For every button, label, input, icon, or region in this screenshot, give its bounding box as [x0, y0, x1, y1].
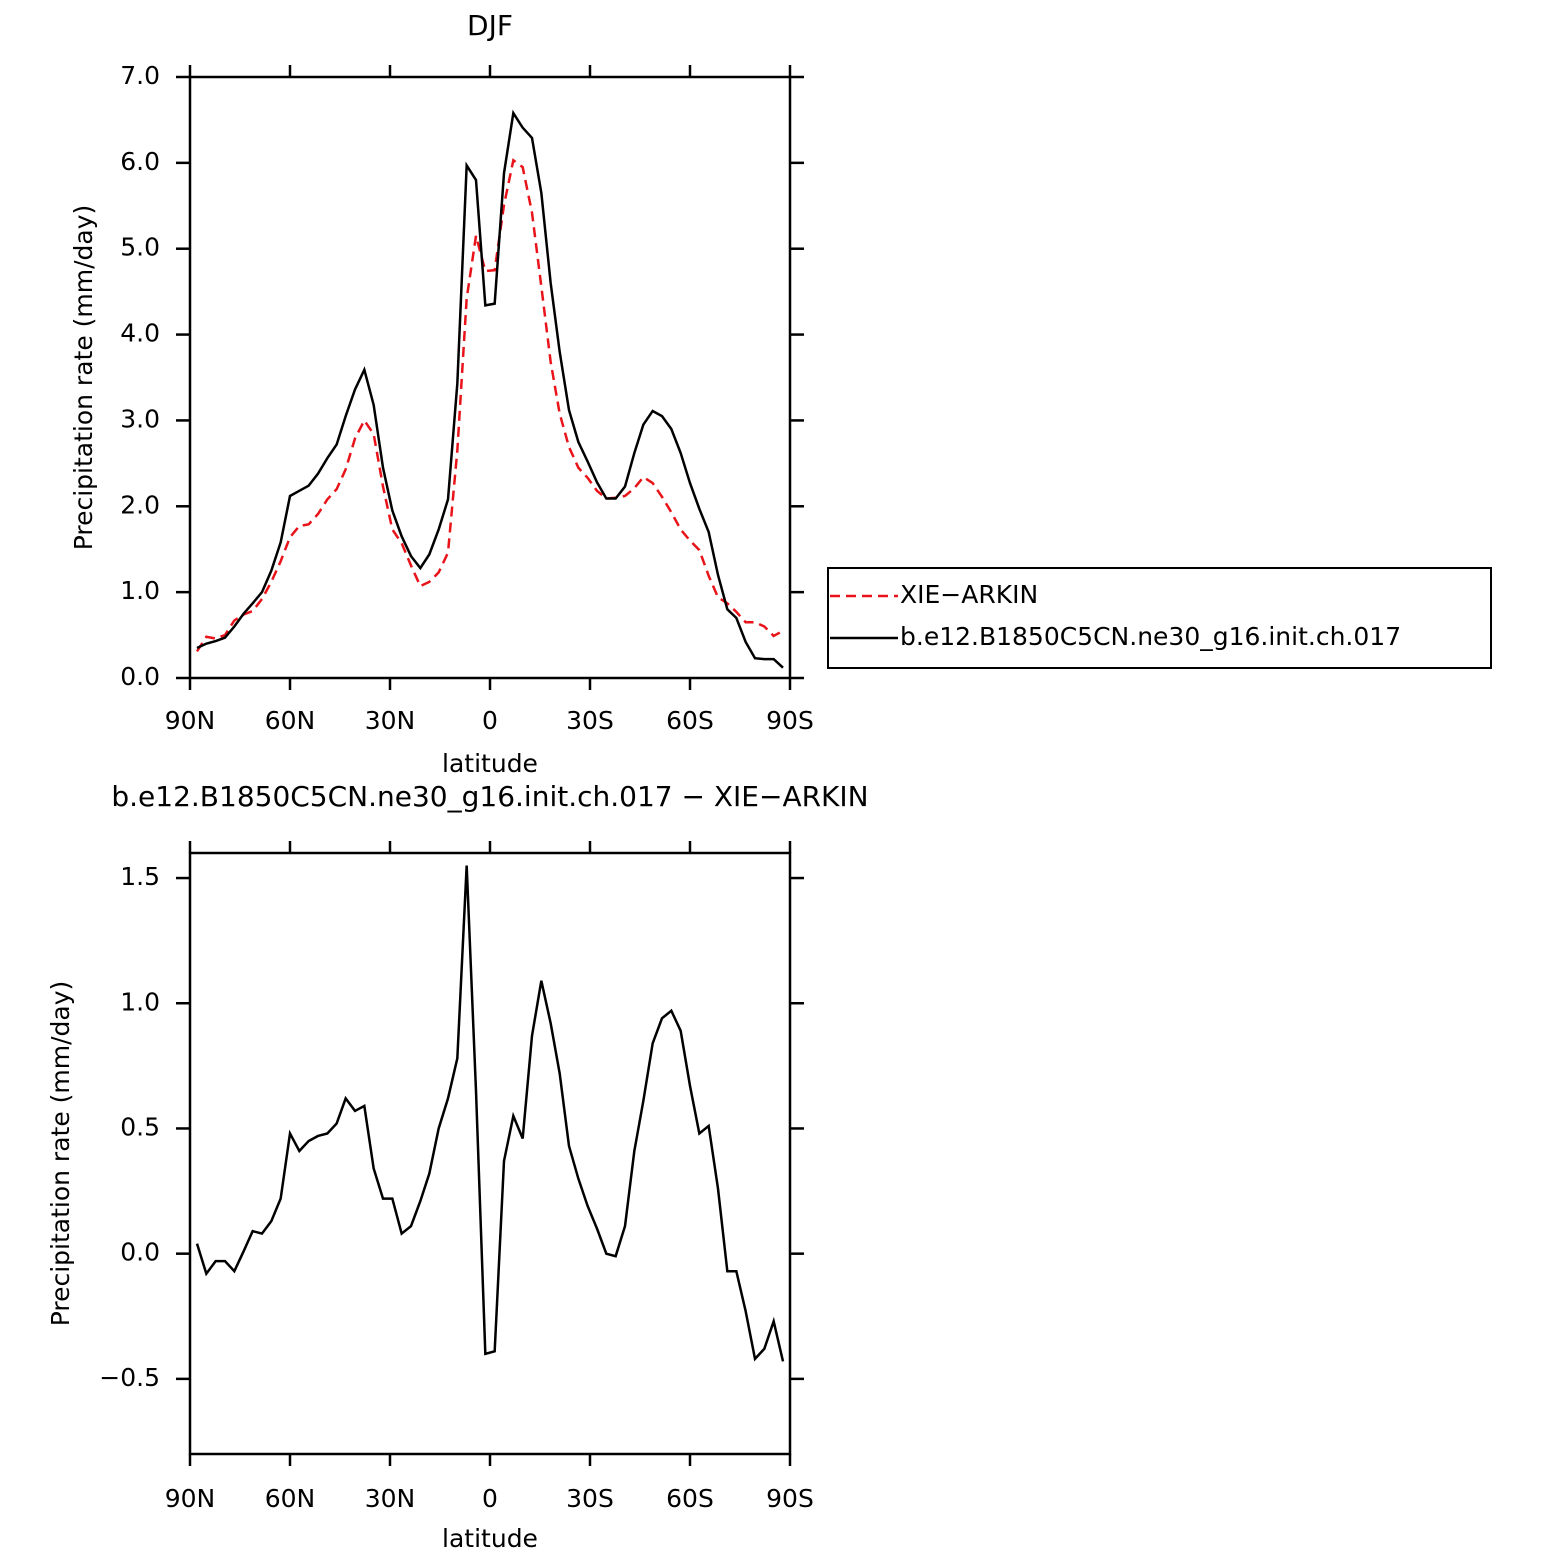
x-tick-label: 60N: [265, 1484, 316, 1513]
y-tick-label: 3.0: [120, 404, 160, 433]
plot-frame: [188, 851, 792, 1456]
x-tick-label: 90S: [766, 1484, 814, 1513]
y-tick-label: 0.0: [120, 1238, 160, 1267]
chart-title: DJF: [467, 9, 513, 42]
y-tick-label: 4.0: [120, 319, 160, 348]
y-tick-label: 1.0: [120, 576, 160, 605]
y-tick-label: 7.0: [120, 61, 160, 90]
x-tick-label: 30S: [566, 706, 614, 735]
x-tick-label: 0: [482, 1484, 498, 1513]
y-tick-label: 1.5: [120, 862, 160, 891]
legend-label: XIE−ARKIN: [900, 580, 1038, 609]
legend-label: b.e12.B1850C5CN.ne30_g16.init.ch.017: [900, 622, 1401, 651]
x-tick-label: 30N: [365, 1484, 416, 1513]
x-tick-label: 0: [482, 706, 498, 735]
data-line: [195, 158, 784, 653]
x-tick-label: 90N: [165, 706, 216, 735]
x-tick-label: 90S: [766, 706, 814, 735]
x-axis-label: latitude: [442, 1524, 538, 1553]
y-axis-label: Precipitation rate (mm/day): [46, 981, 75, 1327]
legend-box: [827, 567, 1492, 669]
y-tick-label: 1.0: [120, 987, 160, 1016]
data-line: [196, 109, 784, 669]
x-tick-label: 60N: [265, 706, 316, 735]
y-tick-label: −0.5: [99, 1363, 160, 1392]
plot-frame: [188, 75, 792, 680]
x-tick-label: 60S: [666, 706, 714, 735]
y-axis-label: Precipitation rate (mm/day): [69, 205, 98, 551]
x-tick-label: 60S: [666, 1484, 714, 1513]
y-tick-label: 0.0: [120, 662, 160, 691]
data-line: [195, 865, 785, 1362]
chart-title: b.e12.B1850C5CN.ne30_g16.init.ch.017 − X…: [111, 780, 868, 813]
x-tick-label: 90N: [165, 1484, 216, 1513]
x-tick-label: 30N: [365, 706, 416, 735]
y-tick-label: 6.0: [120, 147, 160, 176]
x-axis-label: latitude: [442, 749, 538, 778]
y-tick-label: 0.5: [120, 1112, 160, 1141]
y-tick-label: 5.0: [120, 233, 160, 262]
y-tick-label: 2.0: [120, 490, 160, 519]
x-tick-label: 30S: [566, 1484, 614, 1513]
